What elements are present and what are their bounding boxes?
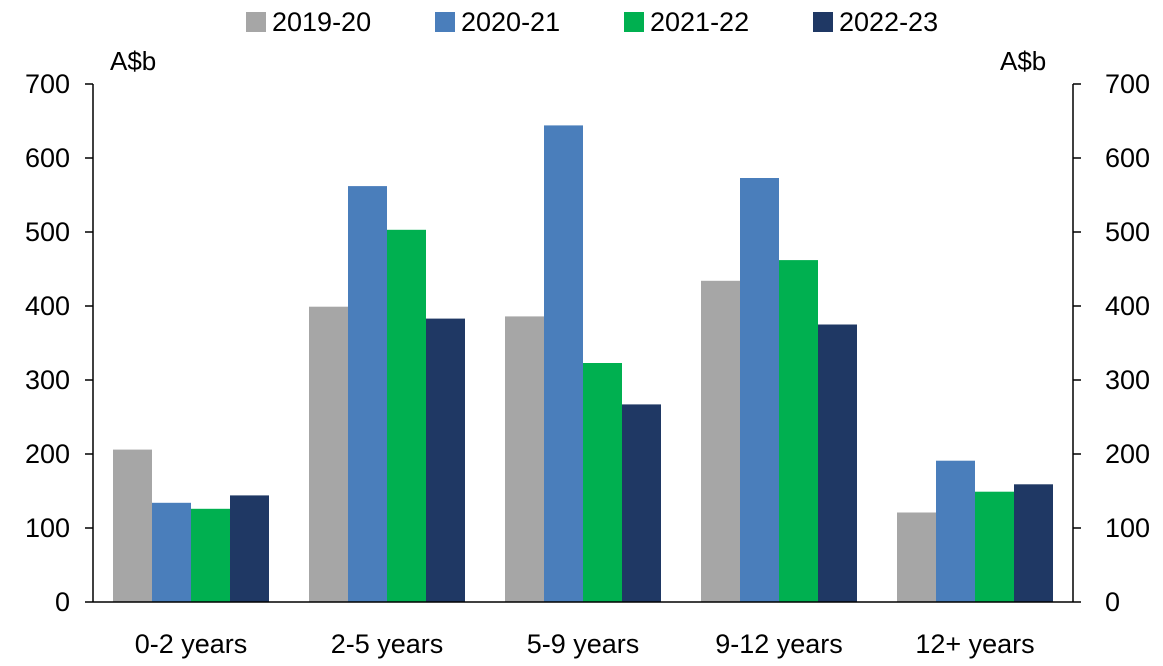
y-tick-label-left: 400 <box>25 291 70 321</box>
bar-9-12-years-2021-22 <box>779 260 818 602</box>
bar-9-12-years-2020-21 <box>740 178 779 602</box>
y-axis-left-ticks: 0 100 200 300 400 500 600 700 <box>25 69 93 617</box>
bar-12-years-2021-22 <box>975 491 1014 602</box>
y-tick-label-right: 500 <box>1105 217 1150 247</box>
bar-2-5-years-2019-20 <box>309 306 348 602</box>
y-tick-label-right: 400 <box>1105 291 1150 321</box>
x-tick-label: 12+ years <box>915 629 1034 659</box>
y-tick-label-right: 700 <box>1105 69 1150 99</box>
y-tick-label-left: 700 <box>25 69 70 99</box>
bar-9-12-years-2019-20 <box>701 280 740 602</box>
legend-label-2022-23: 2022-23 <box>839 7 938 37</box>
legend-label-2020-21: 2020-21 <box>461 7 560 37</box>
bar-2-5-years-2021-22 <box>387 229 426 603</box>
bar-0-2-years-2022-23 <box>230 495 269 602</box>
y-axis-unit-left: A$b <box>110 46 156 76</box>
legend-swatch-2020-21 <box>435 12 455 32</box>
y-axis-right-ticks: 0 100 200 300 400 500 600 700 <box>1073 69 1150 617</box>
y-tick-label-left: 500 <box>25 217 70 247</box>
bar-5-9-years-2021-22 <box>583 363 622 602</box>
y-tick-label-right: 0 <box>1105 587 1120 617</box>
bar-0-2-years-2021-22 <box>191 508 230 602</box>
y-tick-label-right: 600 <box>1105 143 1150 173</box>
legend-label-2021-22: 2021-22 <box>650 7 749 37</box>
bar-9-12-years-2022-23 <box>818 324 857 602</box>
axes-group <box>92 84 1074 603</box>
bar-5-9-years-2022-23 <box>622 404 661 602</box>
bar-5-9-years-2019-20 <box>505 316 544 602</box>
bar-0-2-years-2020-21 <box>152 502 191 602</box>
x-tick-label: 5-9 years <box>527 629 640 659</box>
bar-2-5-years-2022-23 <box>426 318 465 602</box>
legend-swatch-2019-20 <box>246 12 266 32</box>
legend-label-2019-20: 2019-20 <box>272 7 371 37</box>
x-axis-labels: 0-2 years 2-5 years 5-9 years 9-12 years 12+… <box>135 629 1035 659</box>
bar-12-years-2020-21 <box>936 460 975 602</box>
y-tick-label-right: 100 <box>1105 513 1150 543</box>
legend-swatch-2021-22 <box>624 12 644 32</box>
legend: 2019-20 2020-21 2021-22 2022-23 <box>246 7 938 37</box>
bar-12-years-2019-20 <box>897 512 936 602</box>
y-tick-label-left: 300 <box>25 365 70 395</box>
x-tick-label: 2-5 years <box>331 629 444 659</box>
x-tick-label: 0-2 years <box>135 629 248 659</box>
legend-swatch-2022-23 <box>813 12 833 32</box>
bars-group <box>113 125 1053 603</box>
x-tick-label: 9-12 years <box>715 629 843 659</box>
bar-0-2-years-2019-20 <box>113 449 152 602</box>
bar-2-5-years-2020-21 <box>348 186 387 602</box>
y-tick-label-left: 0 <box>55 587 70 617</box>
y-tick-label-right: 200 <box>1105 439 1150 469</box>
y-tick-label-right: 300 <box>1105 365 1150 395</box>
y-tick-label-left: 100 <box>25 513 70 543</box>
bar-12-years-2022-23 <box>1014 484 1053 602</box>
bar-5-9-years-2020-21 <box>544 125 583 603</box>
y-axis-unit-right: A$b <box>1000 46 1046 76</box>
y-tick-label-left: 600 <box>25 143 70 173</box>
y-tick-label-left: 200 <box>25 439 70 469</box>
